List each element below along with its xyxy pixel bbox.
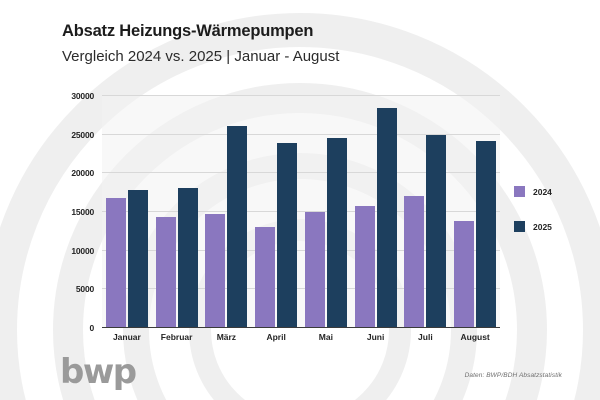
x-axis-tick-label: März bbox=[216, 332, 237, 342]
chart-header: Absatz Heizungs-Wärmepumpen Vergleich 20… bbox=[62, 22, 562, 66]
bar-group bbox=[301, 96, 351, 328]
bar[interactable] bbox=[155, 216, 176, 328]
y-axis-tick-label: 20000 bbox=[71, 168, 94, 179]
x-axis-labels: Januar Februar März April Mai Juni Juli August bbox=[102, 332, 500, 350]
chart-legend: 2024 2025 bbox=[514, 186, 552, 256]
bar[interactable] bbox=[354, 205, 375, 328]
gridline bbox=[102, 211, 500, 212]
x-axis-tick-label: Februar bbox=[160, 332, 193, 342]
bar-group bbox=[152, 96, 202, 328]
bwp-logo: bwp bbox=[60, 352, 137, 392]
x-axis-tick-label: Mai bbox=[318, 332, 333, 342]
x-axis-tick-label: April bbox=[266, 332, 286, 342]
chart-subtitle: Vergleich 2024 vs. 2025 | Januar - Augus… bbox=[62, 47, 340, 65]
source-note: Daten: BWP/BDH Absatzstatistik bbox=[464, 372, 562, 379]
y-axis-tick-label: 30000 bbox=[71, 91, 94, 101]
y-axis-tick-label: 0 bbox=[89, 323, 94, 333]
bar[interactable] bbox=[177, 188, 198, 328]
y-axis: 0 5000 10000 15000 20000 25000 30000 bbox=[0, 91, 600, 333]
y-axis-tick-label: 15000 bbox=[71, 207, 94, 217]
gridline bbox=[102, 288, 500, 290]
x-axis-tick-label: Januar bbox=[112, 332, 141, 342]
x-axis-tick-label: Juni bbox=[366, 332, 385, 342]
bar-group bbox=[102, 96, 152, 328]
legend-item[interactable]: 2024 bbox=[514, 186, 552, 197]
bar-group bbox=[450, 96, 500, 328]
legend-item-label: 2025 bbox=[533, 221, 552, 232]
bar[interactable] bbox=[255, 226, 276, 328]
gridline bbox=[102, 95, 500, 96]
bar[interactable] bbox=[127, 189, 148, 328]
bar[interactable] bbox=[227, 126, 248, 328]
gridline bbox=[102, 172, 500, 174]
y-axis-tick-label: 25000 bbox=[71, 129, 94, 140]
bar[interactable] bbox=[404, 195, 425, 328]
legend-swatch-icon bbox=[514, 186, 525, 197]
gridline bbox=[102, 249, 500, 251]
bar[interactable] bbox=[277, 143, 298, 328]
bar-group bbox=[251, 96, 301, 328]
plot-area bbox=[102, 95, 500, 328]
bar[interactable] bbox=[376, 107, 397, 328]
legend-item-label: 2024 bbox=[533, 186, 552, 197]
chart-title: Absatz Heizungs-Wärmepumpen bbox=[62, 22, 314, 40]
legend-item[interactable]: 2025 bbox=[514, 221, 552, 232]
y-axis-tick-label: 5000 bbox=[75, 284, 94, 295]
x-axis-tick-label: August bbox=[460, 332, 490, 342]
bar[interactable] bbox=[476, 140, 497, 328]
bar-group bbox=[202, 96, 252, 328]
gridline bbox=[102, 133, 500, 135]
bar[interactable] bbox=[454, 221, 475, 328]
bars-layer bbox=[102, 96, 500, 328]
bar-group bbox=[351, 96, 401, 328]
bar[interactable] bbox=[326, 137, 347, 328]
y-axis-tick-label: 10000 bbox=[71, 245, 94, 256]
legend-swatch-icon bbox=[514, 221, 525, 232]
bar[interactable] bbox=[205, 213, 226, 328]
bar-group bbox=[401, 96, 451, 328]
x-axis-baseline bbox=[102, 326, 500, 328]
bar[interactable] bbox=[304, 212, 325, 328]
bar[interactable] bbox=[105, 198, 126, 328]
x-axis-tick-label: Juli bbox=[418, 332, 433, 342]
bar[interactable] bbox=[426, 135, 447, 328]
